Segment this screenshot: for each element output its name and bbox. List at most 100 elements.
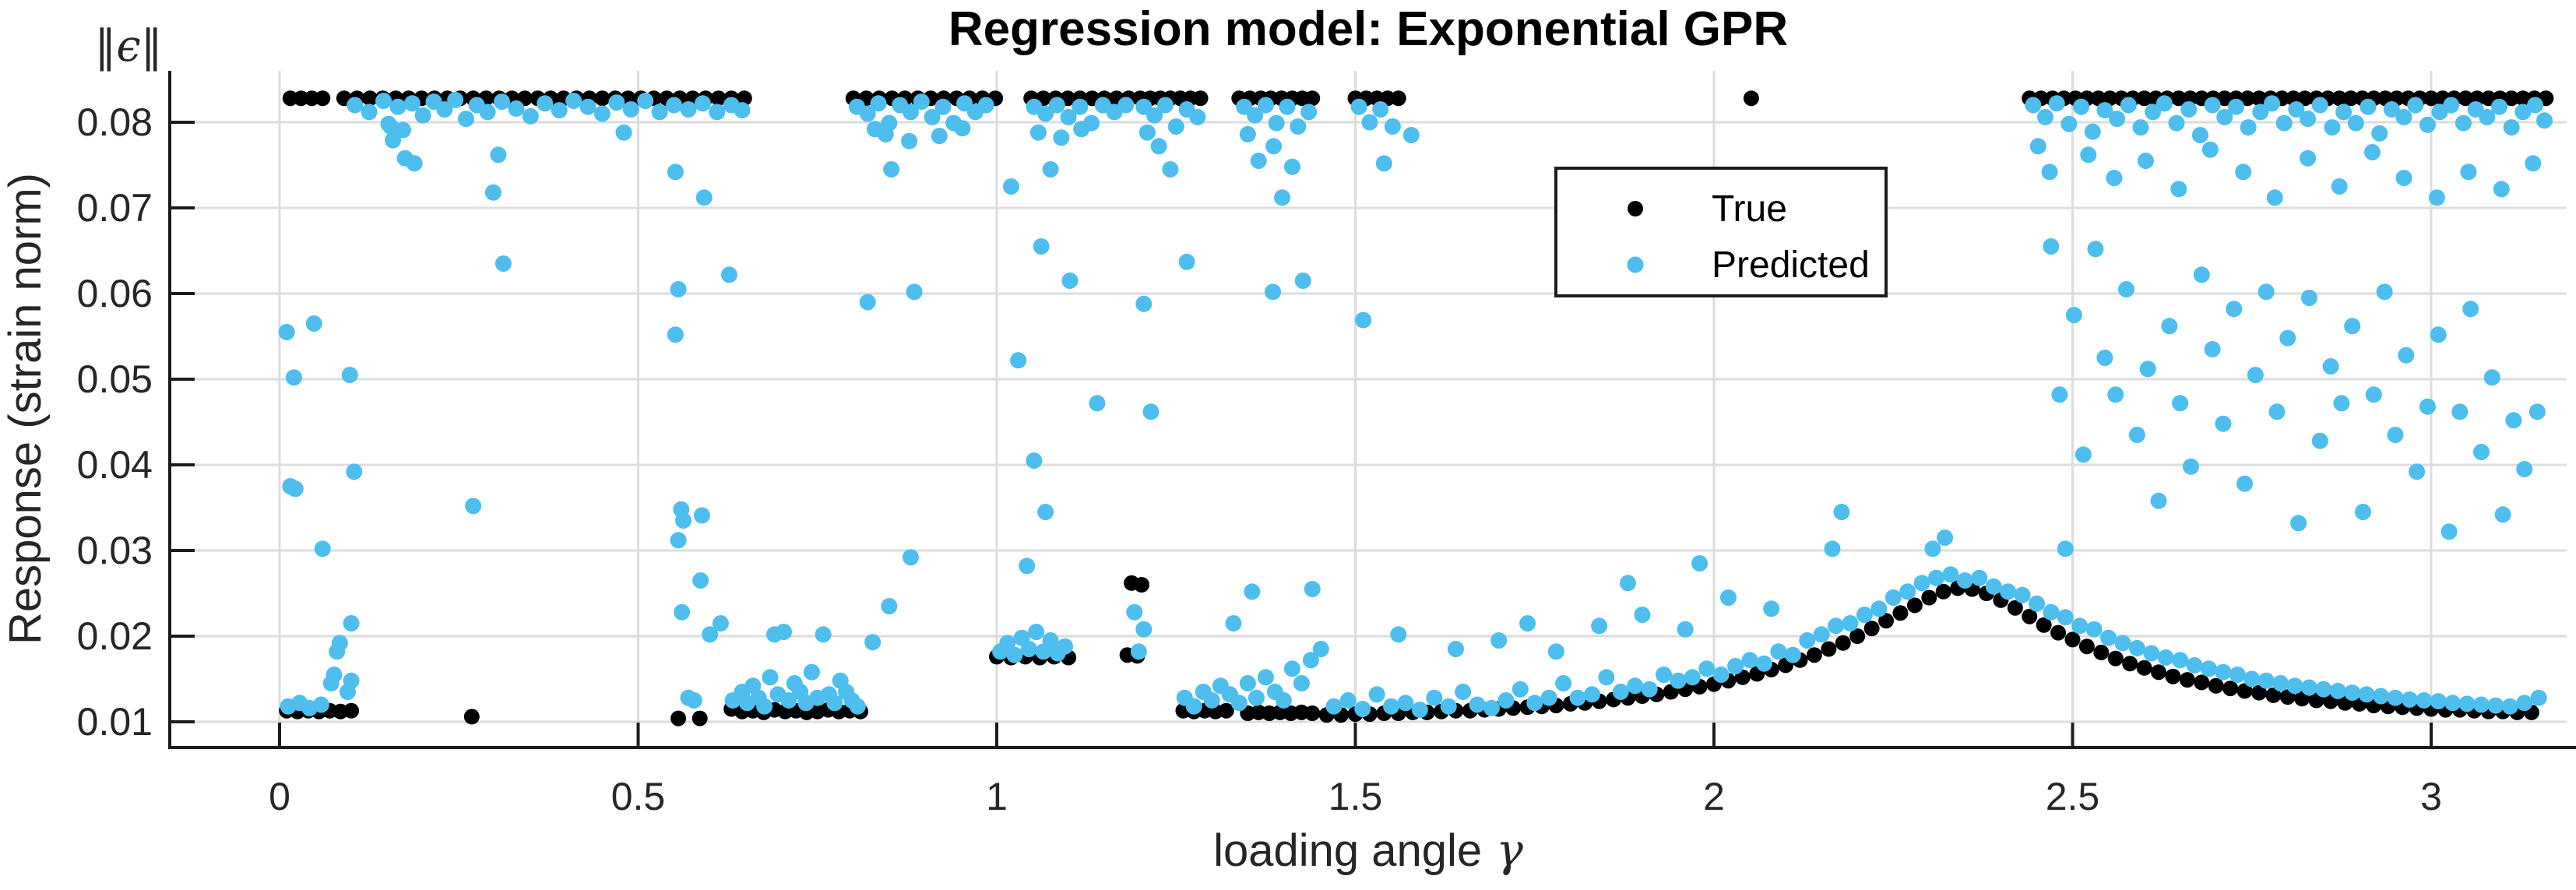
scatter-point-predicted (2264, 95, 2281, 112)
scatter-point-predicted (2527, 97, 2544, 114)
scatter-point-predicted (2322, 358, 2339, 375)
scatter-point-predicted (2014, 586, 2031, 603)
scatter-point-predicted (282, 478, 299, 494)
scatter-point-predicted (685, 692, 702, 709)
scatter-point-predicted (385, 132, 402, 149)
scatter-point-predicted (1355, 311, 1372, 329)
scatter-point-true (1390, 90, 1406, 107)
scatter-point-predicted (2516, 695, 2533, 712)
scatter-point-predicted (403, 95, 421, 112)
scatter-point-predicted (2109, 111, 2126, 128)
scatter-point-predicted (712, 615, 729, 631)
scatter-point-predicted (859, 294, 876, 311)
scatter-point-predicted (2455, 114, 2472, 132)
scatter-point-predicted (849, 698, 866, 715)
scatter-point-predicted (2252, 104, 2269, 121)
scatter-point-true (2296, 90, 2313, 107)
legend-box (1554, 167, 1888, 297)
scatter-point-true (736, 90, 752, 107)
scatter-point-predicted (479, 104, 496, 121)
scatter-point-predicted (1372, 101, 1389, 118)
scatter-point-predicted (1842, 615, 1859, 631)
scatter-point-predicted (2395, 108, 2412, 125)
scatter-point-predicted (692, 572, 709, 589)
scatter-point-predicted (756, 698, 773, 715)
scatter-point-predicted (1540, 689, 1557, 706)
scatter-point-predicted (1350, 98, 1367, 115)
scatter-point-true (1806, 647, 1822, 663)
scatter-point-true (315, 90, 331, 107)
scatter-point-predicted (341, 367, 358, 383)
scatter-point-true (2151, 664, 2167, 681)
scatter-point-predicted (389, 98, 406, 115)
scatter-point-predicted (1799, 632, 1816, 649)
y-tick-label: 0.06 (77, 272, 153, 315)
scatter-point-predicted (2387, 427, 2404, 443)
scatter-point-predicted (1784, 646, 1801, 663)
scatter-point-predicted (931, 128, 948, 145)
scatter-point-predicted (2204, 97, 2221, 114)
scatter-point-predicted (2085, 621, 2103, 638)
scatter-series-layer (278, 90, 2554, 726)
scatter-point-predicted (2043, 603, 2060, 621)
scatter-point-predicted (2505, 412, 2522, 429)
x-tick-label: 2 (1703, 775, 1725, 818)
scatter-point-predicted (2272, 675, 2289, 691)
series-predicted (278, 91, 2553, 719)
y-tick-label: 0.01 (77, 700, 153, 744)
x-tick-label: 3 (2420, 775, 2442, 818)
scatter-point-predicted (877, 125, 894, 142)
scatter-point-predicted (1250, 153, 1267, 169)
scatter-point-predicted (859, 105, 876, 122)
scatter-point-true (1835, 635, 1851, 651)
y-tick-label: 0.07 (77, 186, 153, 230)
scatter-point-predicted (447, 91, 464, 108)
scatter-point-predicted (1239, 675, 1256, 691)
scatter-point-predicted (2226, 301, 2243, 318)
scatter-point-predicted (2073, 98, 2090, 115)
scatter-point-true (2122, 656, 2138, 672)
scatter-point-true (2208, 677, 2224, 694)
scatter-point-predicted (508, 100, 525, 117)
scatter-point-true (2022, 608, 2038, 624)
scatter-point-predicted (1691, 555, 1709, 572)
axis-layer: 0 0.5 1 1.5 2 2.5 3 0.01 0.02 0.03 0.04 0.05 0.06 0.0… (77, 71, 2576, 818)
scatter-point-predicted (331, 635, 348, 652)
scatter-point-predicted (2048, 95, 2065, 112)
scatter-point-predicted (1402, 127, 1420, 143)
scatter-point-predicted (1185, 698, 1202, 715)
scatter-point-predicted (675, 512, 692, 529)
scatter-point-predicted (1265, 283, 1282, 301)
scatter-point-predicted (2530, 689, 2547, 706)
scatter-point-predicted (2216, 108, 2233, 125)
scatter-point-predicted (2279, 329, 2296, 347)
scatter-point-predicted (1230, 695, 1248, 712)
scatter-point-predicted (870, 95, 887, 112)
scatter-point-predicted (780, 692, 797, 709)
scatter-point-true (2240, 90, 2256, 107)
scatter-point-predicted (913, 93, 930, 111)
scatter-point-predicted (2483, 369, 2500, 386)
scatter-point-predicted (2430, 693, 2447, 710)
scatter-point-true (2102, 90, 2118, 107)
scatter-point-predicted (1627, 677, 1644, 695)
scatter-point-predicted (1555, 675, 1572, 691)
scatter-point-predicted (285, 369, 302, 386)
scatter-point-predicted (1390, 626, 1407, 643)
x-tick-label: 0.5 (611, 775, 666, 818)
scatter-point-true (2090, 90, 2106, 107)
scatter-point-predicted (565, 93, 582, 109)
scatter-point-true (2078, 638, 2095, 655)
y-tick-label: 0.05 (77, 357, 153, 401)
scatter-point-predicted (2333, 395, 2350, 412)
scatter-point-predicted (2288, 101, 2305, 118)
scatter-point-true (2514, 90, 2531, 107)
scatter-point-true (1134, 577, 1150, 593)
scatter-point-predicted (1397, 695, 1414, 712)
scatter-point-predicted (2258, 283, 2275, 301)
scatter-point-predicted (2201, 141, 2219, 158)
legend-label-true: True (1712, 188, 1787, 230)
scatter-point-predicted (1006, 646, 1023, 663)
scatter-point-predicted (1117, 97, 1135, 114)
scatter-point-predicted (1519, 615, 1536, 631)
